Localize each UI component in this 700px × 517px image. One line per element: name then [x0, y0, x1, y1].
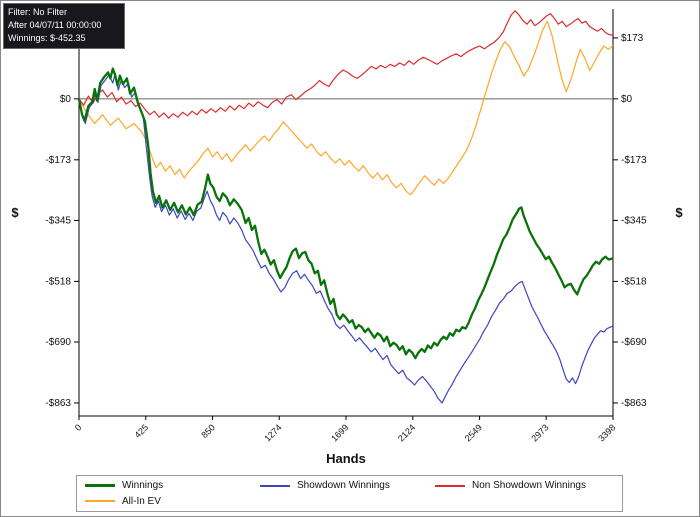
legend-item-winnings: Winnings — [85, 479, 260, 492]
showdown-winnings-line-swatch — [260, 484, 290, 487]
y-tick-label-right: -$173 — [621, 155, 647, 166]
date-filter-line: After 04/07/11 00:00:00 — [8, 20, 102, 30]
legend-item-showdown-winnings: Showdown Winnings — [260, 479, 435, 492]
x-tick-label: 3398 — [596, 422, 617, 443]
y-tick-label-right: $0 — [621, 94, 633, 105]
y-tick-label-left: -$863 — [45, 398, 71, 409]
legend-item-all-in-ev: All-In EV — [85, 495, 260, 508]
x-tick-label: 0 — [73, 422, 84, 433]
y-tick-label-right: -$690 — [621, 337, 647, 348]
y-tick-label-left: -$690 — [45, 337, 71, 348]
legend: Winnings Showdown Winnings Non Showdown … — [76, 475, 623, 512]
y-tick-label-right: -$518 — [621, 276, 647, 287]
series-line-all-in-ev — [78, 20, 614, 196]
x-tick-label: 2549 — [463, 422, 484, 443]
winnings-line-swatch — [85, 484, 115, 488]
x-tick-label: 1274 — [262, 422, 283, 443]
x-tick-label: 850 — [199, 422, 217, 440]
filter-line: Filter: No Filter — [8, 7, 68, 17]
filter-info-box: Filter: No Filter After 04/07/11 00:00:0… — [3, 3, 125, 49]
legend-item-non-showdown-winnings: Non Showdown Winnings — [435, 479, 616, 492]
legend-label-showdown-winnings: Showdown Winnings — [297, 480, 390, 492]
series-line-showdown-winnings — [78, 72, 614, 404]
winnings-total-line: Winnings: $-452.35 — [8, 33, 86, 43]
legend-label-non-showdown-winnings: Non Showdown Winnings — [472, 480, 586, 492]
x-tick-label: 1699 — [329, 422, 350, 443]
non-showdown-winnings-line-swatch — [435, 484, 465, 487]
series-line-winnings — [77, 67, 614, 360]
y-tick-label-left: -$345 — [45, 215, 71, 226]
y-tick-label-right: $173 — [621, 33, 644, 44]
y-tick-label-left: -$173 — [45, 155, 71, 166]
x-axis-title: Hands — [326, 451, 366, 466]
x-tick-label: 425 — [133, 422, 151, 440]
legend-label-all-in-ev: All-In EV — [122, 495, 161, 507]
y-tick-label-right: -$345 — [621, 215, 647, 226]
x-tick-label: 2973 — [529, 422, 550, 443]
y-axis-title-left: $ — [11, 205, 19, 220]
series-line-non-showdown-winnings — [78, 10, 614, 119]
legend-label-winnings: Winnings — [122, 480, 164, 492]
y-tick-label-left: -$518 — [45, 276, 71, 287]
y-axis-title-right: $ — [675, 205, 683, 220]
y-tick-label-left: $0 — [60, 94, 72, 105]
x-tick-label: 2124 — [396, 422, 417, 443]
all-in-ev-line-swatch — [85, 500, 115, 503]
y-tick-label-right: -$863 — [621, 398, 647, 409]
